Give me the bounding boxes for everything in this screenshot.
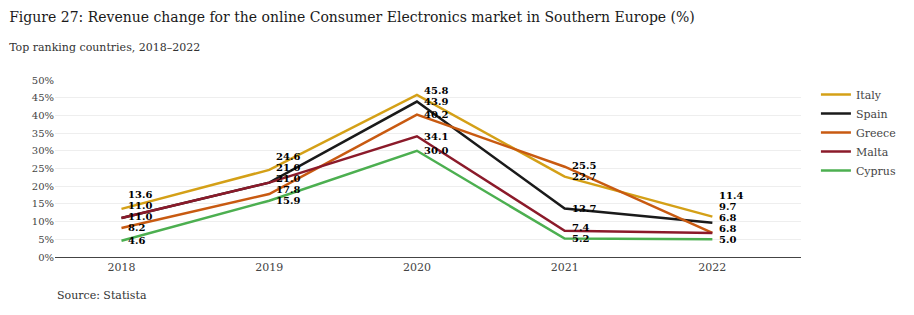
svg-text:25%: 25%: [32, 163, 54, 174]
svg-text:5%: 5%: [38, 234, 54, 245]
svg-text:43.9: 43.9: [424, 96, 448, 107]
svg-text:4.6: 4.6: [128, 235, 145, 246]
svg-text:24.6: 24.6: [276, 151, 300, 162]
svg-text:7.4: 7.4: [572, 222, 589, 233]
svg-text:40%: 40%: [32, 110, 54, 121]
svg-text:20%: 20%: [32, 181, 54, 192]
svg-text:34.1: 34.1: [424, 131, 448, 142]
svg-text:11.0: 11.0: [128, 211, 152, 222]
svg-text:Italy: Italy: [856, 89, 882, 102]
svg-text:50%: 50%: [32, 75, 54, 86]
svg-text:2022: 2022: [698, 261, 726, 274]
svg-text:Spain: Spain: [856, 108, 888, 121]
svg-text:Figure 27: Revenue change for: Figure 27: Revenue change for the online…: [9, 9, 695, 25]
svg-text:15%: 15%: [32, 198, 54, 209]
svg-text:25.5: 25.5: [572, 160, 596, 171]
svg-text:Top ranking countries, 2018–20: Top ranking countries, 2018–2022: [9, 41, 200, 54]
svg-text:15.9: 15.9: [276, 195, 300, 206]
svg-text:11.4: 11.4: [719, 190, 743, 201]
svg-text:35%: 35%: [32, 128, 54, 139]
svg-text:Source: Statista: Source: Statista: [57, 289, 147, 302]
svg-text:40.2: 40.2: [424, 109, 448, 120]
svg-text:45.8: 45.8: [424, 85, 448, 96]
svg-text:2018: 2018: [107, 261, 135, 274]
svg-text:Cyprus: Cyprus: [856, 165, 896, 178]
svg-text:17.8: 17.8: [276, 184, 300, 195]
svg-text:Malta: Malta: [856, 146, 889, 159]
svg-text:5.2: 5.2: [572, 233, 589, 244]
svg-text:21.0: 21.0: [276, 173, 300, 184]
svg-text:11.0: 11.0: [128, 200, 152, 211]
svg-text:5.0: 5.0: [719, 234, 736, 245]
svg-text:21.0: 21.0: [276, 162, 300, 173]
svg-text:6.8: 6.8: [719, 223, 736, 234]
svg-text:30.0: 30.0: [424, 145, 448, 156]
svg-text:30%: 30%: [32, 145, 54, 156]
svg-text:Greece: Greece: [856, 127, 896, 140]
svg-text:22.7: 22.7: [572, 171, 596, 182]
svg-text:13.6: 13.6: [128, 189, 152, 200]
svg-text:0%: 0%: [38, 252, 54, 263]
svg-text:2019: 2019: [255, 261, 283, 274]
svg-text:6.8: 6.8: [719, 212, 736, 223]
svg-text:13.7: 13.7: [572, 203, 596, 214]
svg-text:9.7: 9.7: [719, 201, 736, 212]
svg-text:2021: 2021: [551, 261, 579, 274]
svg-text:2020: 2020: [403, 261, 431, 274]
svg-text:10%: 10%: [32, 216, 54, 227]
svg-text:8.2: 8.2: [128, 222, 145, 233]
svg-text:45%: 45%: [32, 92, 54, 103]
